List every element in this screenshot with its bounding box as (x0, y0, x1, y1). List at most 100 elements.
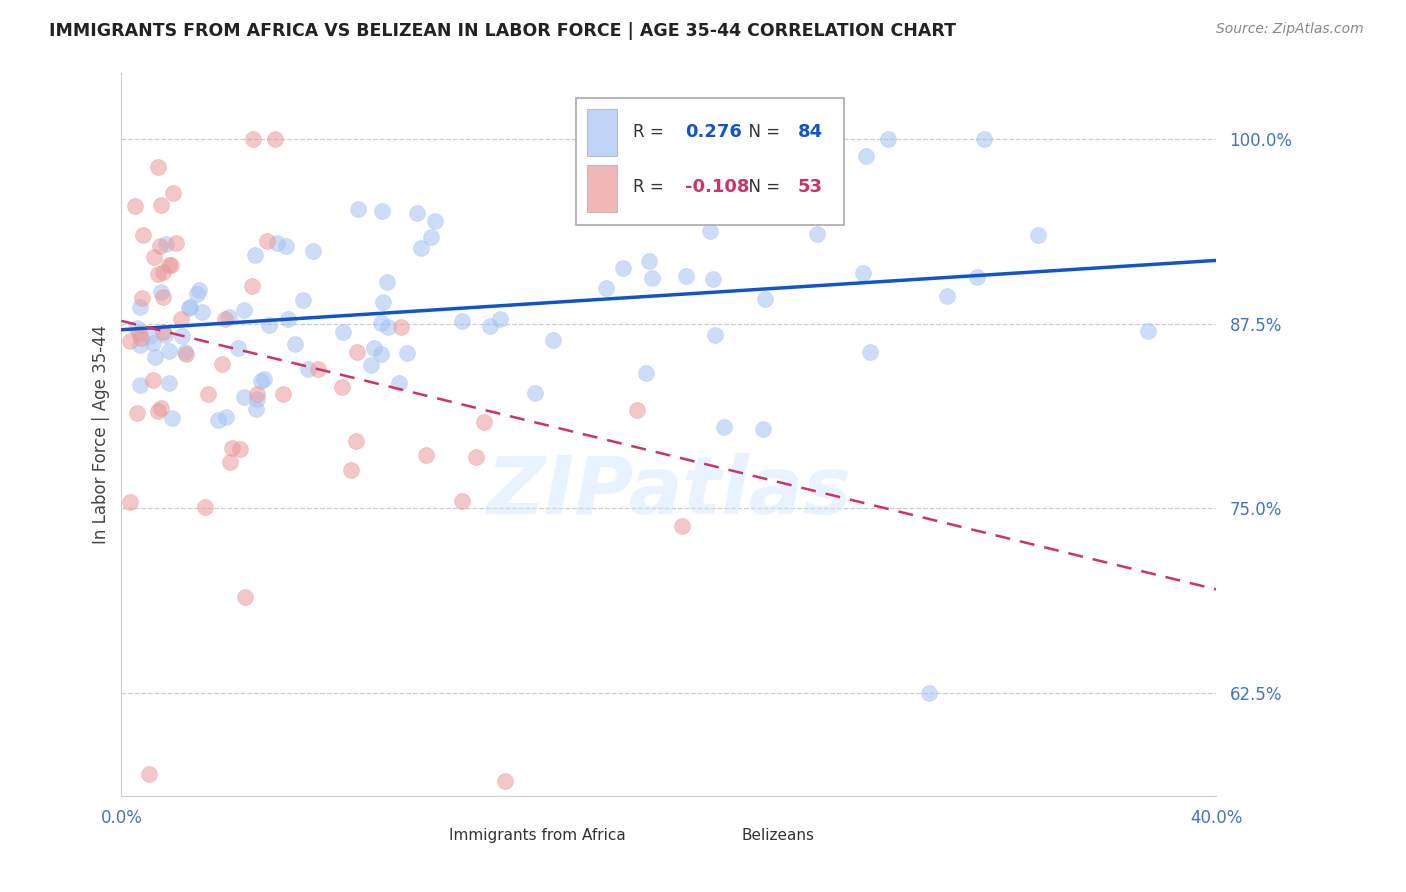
Point (626, 403, 648, 417)
Point (406, 206, 429, 220)
Point (671, 519, 693, 533)
Point (263, 132, 285, 146)
Point (125, 321, 148, 335)
Point (347, 202, 370, 216)
Text: Source: ZipAtlas.com: Source: ZipAtlas.com (1216, 22, 1364, 37)
Point (160, 410, 183, 425)
Point (211, 357, 233, 371)
Y-axis label: In Labor Force | Age 35-44: In Labor Force | Age 35-44 (93, 325, 110, 544)
Point (612, 260, 634, 275)
Point (215, 409, 238, 424)
Point (465, 450, 488, 464)
Point (855, 149, 877, 163)
Point (852, 266, 875, 280)
Point (152, 290, 174, 304)
Point (524, 386, 547, 401)
Text: 0.276: 0.276 (685, 122, 742, 141)
Point (219, 455, 242, 469)
Text: R =: R = (633, 178, 669, 196)
Point (415, 448, 437, 462)
Point (284, 337, 307, 351)
Text: ZIPatlas: ZIPatlas (486, 453, 852, 532)
Point (344, 434, 367, 449)
Point (197, 387, 219, 401)
Point (752, 422, 775, 436)
Point (118, 495, 141, 509)
Point (128, 301, 150, 315)
Point (124, 199, 146, 213)
Point (489, 311, 512, 326)
Point (292, 293, 315, 308)
Point (148, 404, 170, 418)
Point (226, 341, 249, 355)
Point (479, 319, 502, 334)
Point (330, 380, 353, 394)
Point (371, 294, 394, 309)
Point (277, 312, 299, 326)
Point (423, 213, 446, 227)
Point (186, 287, 208, 301)
Point (340, 463, 363, 477)
Point (131, 291, 153, 305)
Point (132, 228, 155, 243)
Point (177, 301, 200, 315)
Point (129, 337, 152, 351)
Point (754, 292, 776, 306)
Point (1028, 228, 1050, 243)
Point (389, 319, 412, 334)
Point (266, 235, 288, 250)
Point (256, 235, 278, 249)
Point (232, 303, 254, 318)
Point (191, 305, 214, 319)
Text: 84: 84 (799, 122, 824, 141)
Point (973, 132, 995, 146)
Point (307, 362, 329, 376)
Point (152, 326, 174, 340)
Point (233, 590, 256, 604)
Point (274, 238, 297, 252)
Point (173, 344, 195, 359)
Point (451, 493, 474, 508)
Point (187, 283, 209, 297)
Text: Immigrants from Africa: Immigrants from Africa (449, 829, 626, 843)
Point (218, 310, 240, 324)
Point (120, 334, 142, 349)
Point (152, 265, 174, 279)
Bar (412, 821, 436, 848)
Point (634, 366, 657, 380)
Point (242, 132, 264, 146)
Point (370, 347, 392, 361)
Point (142, 336, 165, 351)
Point (246, 392, 269, 406)
Text: N =: N = (738, 178, 786, 196)
Point (363, 341, 385, 355)
Point (377, 275, 399, 289)
Point (918, 686, 941, 700)
Text: IMMIGRANTS FROM AFRICA VS BELIZEAN IN LABOR FORCE | AGE 35-44 CORRELATION CHART: IMMIGRANTS FROM AFRICA VS BELIZEAN IN LA… (49, 22, 956, 40)
Point (271, 387, 294, 401)
Point (371, 204, 394, 219)
Point (641, 271, 664, 285)
Point (214, 312, 236, 326)
Point (169, 311, 191, 326)
Point (713, 420, 735, 434)
Point (157, 376, 180, 391)
Point (245, 401, 267, 416)
Point (630, 191, 652, 205)
Point (243, 248, 266, 262)
Point (494, 774, 516, 789)
Point (409, 241, 432, 255)
Point (157, 344, 180, 359)
Point (127, 406, 149, 420)
Point (859, 344, 882, 359)
Point (221, 441, 243, 455)
Point (704, 327, 727, 342)
Point (259, 318, 281, 332)
Text: 53: 53 (799, 178, 823, 196)
Point (1136, 324, 1159, 338)
Point (370, 316, 392, 330)
Point (150, 285, 173, 299)
Point (637, 254, 659, 268)
Point (297, 361, 319, 376)
Point (702, 272, 724, 286)
